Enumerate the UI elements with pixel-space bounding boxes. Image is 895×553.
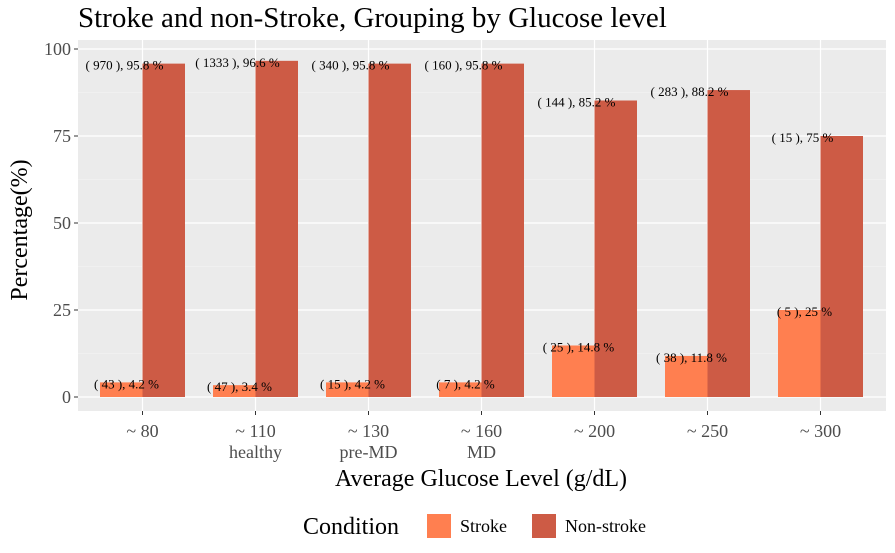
bar-data-label: ( 38 ), 11.8 % bbox=[656, 350, 727, 365]
legend-swatch-non-stroke bbox=[532, 514, 556, 538]
legend-swatch-stroke bbox=[427, 514, 451, 538]
bar-stroke bbox=[326, 382, 369, 397]
bar-stroke bbox=[213, 385, 256, 397]
y-axis-title: Percentage(%) bbox=[7, 159, 33, 300]
bar-data-label: ( 25 ), 14.8 % bbox=[543, 339, 615, 354]
x-tick-label: ~ 300 bbox=[800, 421, 841, 441]
bar-stroke bbox=[100, 382, 143, 397]
x-tick-label: ~ 200 bbox=[574, 421, 615, 441]
bar-stroke bbox=[665, 355, 708, 397]
y-tick-label: 100 bbox=[44, 39, 71, 59]
bar-stroke bbox=[552, 345, 595, 397]
bar-labels: ( 43 ), 4.2 % ( 47 ), 3.4 % ( 15 ), 4.2 % (… bbox=[86, 55, 834, 394]
bar-non-stroke bbox=[594, 100, 637, 397]
bar-stroke bbox=[778, 310, 821, 397]
y-tick-label: 75 bbox=[53, 126, 71, 146]
bar-data-label: ( 43 ), 4.2 % bbox=[94, 376, 159, 391]
bar-data-label: ( 47 ), 3.4 % bbox=[207, 379, 272, 394]
x-tick-label: ~ 80 bbox=[126, 421, 158, 441]
x-tick-label: ~ 130 bbox=[348, 421, 389, 441]
bar-data-label: ( 15 ), 4.2 % bbox=[320, 376, 385, 391]
bar-data-label: ( 283 ), 88.2 % bbox=[651, 84, 729, 99]
x-tick-label: ~ 160 bbox=[461, 421, 502, 441]
chart-title: Stroke and non-Stroke, Grouping by Gluco… bbox=[78, 2, 667, 34]
x-tick-sublabel: pre-MD bbox=[340, 442, 398, 462]
bar-stroke bbox=[439, 382, 482, 397]
bar-data-label: ( 1333 ), 96.6 % bbox=[195, 55, 280, 70]
bar-non-stroke bbox=[820, 136, 863, 397]
bar-non-stroke bbox=[368, 63, 411, 398]
bar-non-stroke bbox=[255, 60, 298, 397]
legend-label-stroke: Stroke bbox=[460, 516, 507, 536]
bar-data-label: ( 970 ), 95.8 % bbox=[86, 58, 164, 73]
bar-data-label: ( 340 ), 95.8 % bbox=[312, 58, 390, 73]
bar-data-label: ( 15 ), 75 % bbox=[772, 130, 834, 145]
legend-label-non-stroke: Non-stroke bbox=[565, 516, 646, 536]
bar-data-label: ( 7 ), 4.2 % bbox=[436, 376, 495, 391]
x-tick-label: ~ 110 bbox=[235, 421, 276, 441]
y-tick-label: 50 bbox=[53, 213, 71, 233]
legend: Condition Stroke Non-stroke bbox=[303, 514, 646, 540]
bar-data-label: ( 160 ), 95.8 % bbox=[425, 58, 503, 73]
y-axis: 0 25 50 75 100 bbox=[44, 39, 78, 407]
legend-title: Condition bbox=[303, 514, 399, 540]
x-axis-title: Average Glucose Level (g/dL) bbox=[335, 466, 627, 492]
bar-non-stroke bbox=[707, 90, 750, 398]
x-tick-sublabel: MD bbox=[467, 442, 496, 462]
y-tick-label: 25 bbox=[53, 300, 71, 320]
bar-non-stroke bbox=[481, 63, 524, 398]
bar-data-label: ( 5 ), 25 % bbox=[777, 304, 832, 319]
x-tick-sublabel: healthy bbox=[229, 442, 282, 462]
y-tick-label: 0 bbox=[62, 387, 71, 407]
bar-data-label: ( 144 ), 85.2 % bbox=[538, 95, 616, 110]
x-tick-label: ~ 250 bbox=[687, 421, 728, 441]
bar-non-stroke bbox=[142, 63, 185, 398]
bars bbox=[100, 60, 863, 398]
